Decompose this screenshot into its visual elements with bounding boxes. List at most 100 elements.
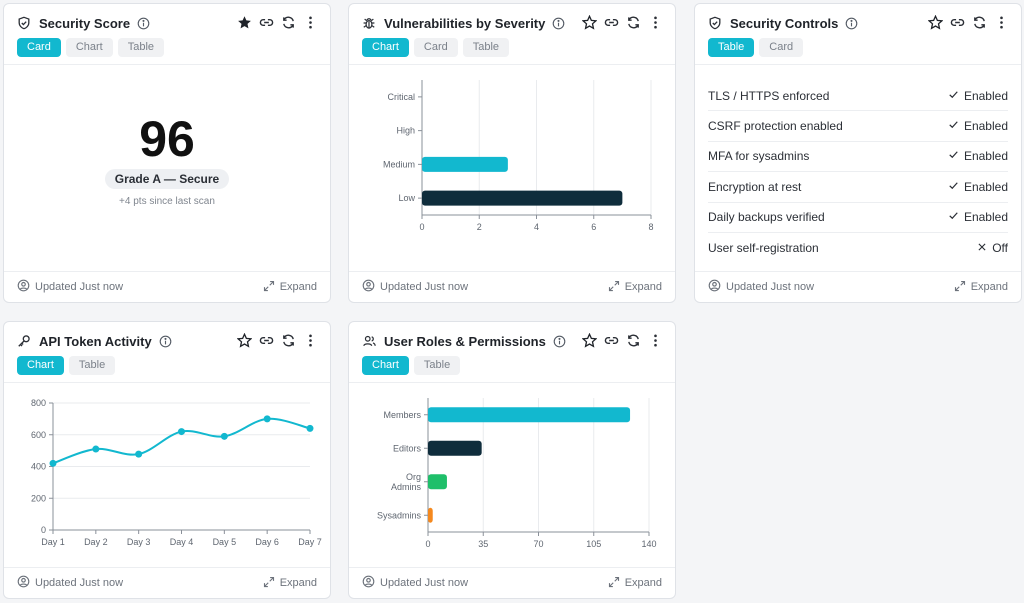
star-filled-icon[interactable] xyxy=(236,14,252,30)
x-tick-label: 70 xyxy=(533,539,543,549)
x-tick-label: Day 6 xyxy=(255,537,279,547)
x-tick-label: 4 xyxy=(534,222,539,232)
more-vertical-icon[interactable] xyxy=(302,14,318,30)
tab-chart[interactable]: Chart xyxy=(65,38,113,57)
link-icon[interactable] xyxy=(258,14,274,30)
updated-text: Updated Just now xyxy=(726,281,815,293)
star-outline-icon[interactable] xyxy=(236,332,252,348)
y-tick-label: Editors xyxy=(393,443,422,453)
table-row: MFA for sysadmins Enabled xyxy=(708,142,1008,173)
y-tick-label: 0 xyxy=(41,525,46,535)
info-icon[interactable] xyxy=(553,335,566,348)
expand-label: Expand xyxy=(624,281,662,293)
check-icon xyxy=(948,149,959,163)
expand-button[interactable]: Expand xyxy=(263,576,317,591)
control-label: Encryption at rest xyxy=(708,179,802,194)
x-tick-label: 140 xyxy=(641,539,656,549)
security-controls-card: Security Controls Table Card TLS / HTTPS… xyxy=(694,3,1022,303)
table-row: Daily backups verified Enabled xyxy=(708,203,1008,233)
users-icon xyxy=(362,333,378,349)
more-vertical-icon[interactable] xyxy=(647,14,663,30)
expand-button[interactable]: Expand xyxy=(608,576,662,591)
card-title: Security Controls xyxy=(730,15,839,31)
y-tick-label: 400 xyxy=(31,462,46,472)
tab-card[interactable]: Card xyxy=(413,38,458,57)
card-footer: Updated Just now Expand xyxy=(349,271,675,302)
check-icon xyxy=(948,180,959,194)
tab-table[interactable]: Table xyxy=(708,38,755,57)
card-title: API Token Activity xyxy=(39,333,152,349)
score-summary: 96 Grade A — Secure +4 pts since last sc… xyxy=(4,114,330,207)
more-vertical-icon[interactable] xyxy=(302,332,318,348)
user-circle-icon xyxy=(17,575,30,591)
info-icon[interactable] xyxy=(159,335,172,348)
control-status: Enabled xyxy=(963,210,1008,225)
x-tick-label: 2 xyxy=(477,222,482,232)
check-icon xyxy=(948,210,959,224)
shield-icon xyxy=(708,15,724,31)
score-value: 96 xyxy=(139,111,195,167)
x-tick-label: 0 xyxy=(425,539,430,549)
y-tick-label: 200 xyxy=(31,493,46,503)
bar xyxy=(428,407,631,423)
y-tick-label: Sysadmins xyxy=(377,510,422,520)
vulnerabilities-chart: 0 2 4 6 8 Critical High Medium Low xyxy=(383,80,654,232)
tab-chart[interactable]: Chart xyxy=(362,356,409,375)
card-header: Vulnerabilities by Severity Chart Card T… xyxy=(349,4,675,65)
tab-table[interactable]: Table xyxy=(413,356,461,375)
expand-label: Expand xyxy=(624,577,662,589)
info-icon[interactable] xyxy=(552,17,565,30)
info-icon[interactable] xyxy=(137,17,150,30)
x-tick-label: 105 xyxy=(586,539,601,549)
tab-table[interactable]: Table xyxy=(117,38,165,57)
expand-button[interactable]: Expand xyxy=(263,280,317,295)
data-point xyxy=(135,450,143,458)
control-status: Enabled xyxy=(963,119,1008,134)
card-footer: Updated Just now Expand xyxy=(4,271,330,302)
expand-button[interactable]: Expand xyxy=(954,280,1008,295)
more-vertical-icon[interactable] xyxy=(647,332,663,348)
info-icon[interactable] xyxy=(845,17,858,30)
expand-button[interactable]: Expand xyxy=(608,280,662,295)
tab-card[interactable]: Card xyxy=(759,38,804,57)
expand-icon xyxy=(263,576,275,591)
updated-text: Updated Just now xyxy=(380,281,469,293)
x-tick-label: Day 1 xyxy=(41,537,65,547)
link-icon[interactable] xyxy=(949,14,965,30)
card-title: User Roles & Permissions xyxy=(384,333,546,349)
key-icon xyxy=(17,333,33,349)
data-point xyxy=(306,424,314,432)
y-tick-label: Medium xyxy=(383,159,415,169)
star-outline-icon[interactable] xyxy=(927,14,943,30)
more-vertical-icon[interactable] xyxy=(993,14,1009,30)
tab-card[interactable]: Card xyxy=(17,38,61,57)
tab-table[interactable]: Table xyxy=(462,38,510,57)
tab-chart[interactable]: Chart xyxy=(17,356,64,375)
refresh-icon[interactable] xyxy=(280,332,296,348)
updated-text: Updated Just now xyxy=(380,577,469,589)
expand-icon xyxy=(608,576,620,591)
card-title: Vulnerabilities by Severity xyxy=(384,15,546,31)
refresh-icon[interactable] xyxy=(625,332,641,348)
grade-badge: Grade A — Secure xyxy=(104,169,230,189)
x-icon xyxy=(977,241,987,255)
tab-chart[interactable]: Chart xyxy=(362,38,409,57)
expand-label: Expand xyxy=(279,281,317,293)
link-icon[interactable] xyxy=(603,14,619,30)
star-outline-icon[interactable] xyxy=(581,14,597,30)
refresh-icon[interactable] xyxy=(625,14,641,30)
score-delta: +4 pts since last scan xyxy=(119,196,215,207)
x-tick-label: 6 xyxy=(591,222,596,232)
link-icon[interactable] xyxy=(258,332,274,348)
card-footer: Updated Just now Expand xyxy=(349,567,675,598)
x-tick-label: Day 4 xyxy=(170,537,194,547)
x-tick-label: 35 xyxy=(478,539,488,549)
tab-table[interactable]: Table xyxy=(68,356,116,375)
expand-label: Expand xyxy=(279,577,317,589)
x-tick-label: 8 xyxy=(648,222,653,232)
series-line xyxy=(52,417,311,465)
refresh-icon[interactable] xyxy=(280,14,296,30)
refresh-icon[interactable] xyxy=(971,14,987,30)
star-outline-icon[interactable] xyxy=(581,332,597,348)
link-icon[interactable] xyxy=(603,332,619,348)
